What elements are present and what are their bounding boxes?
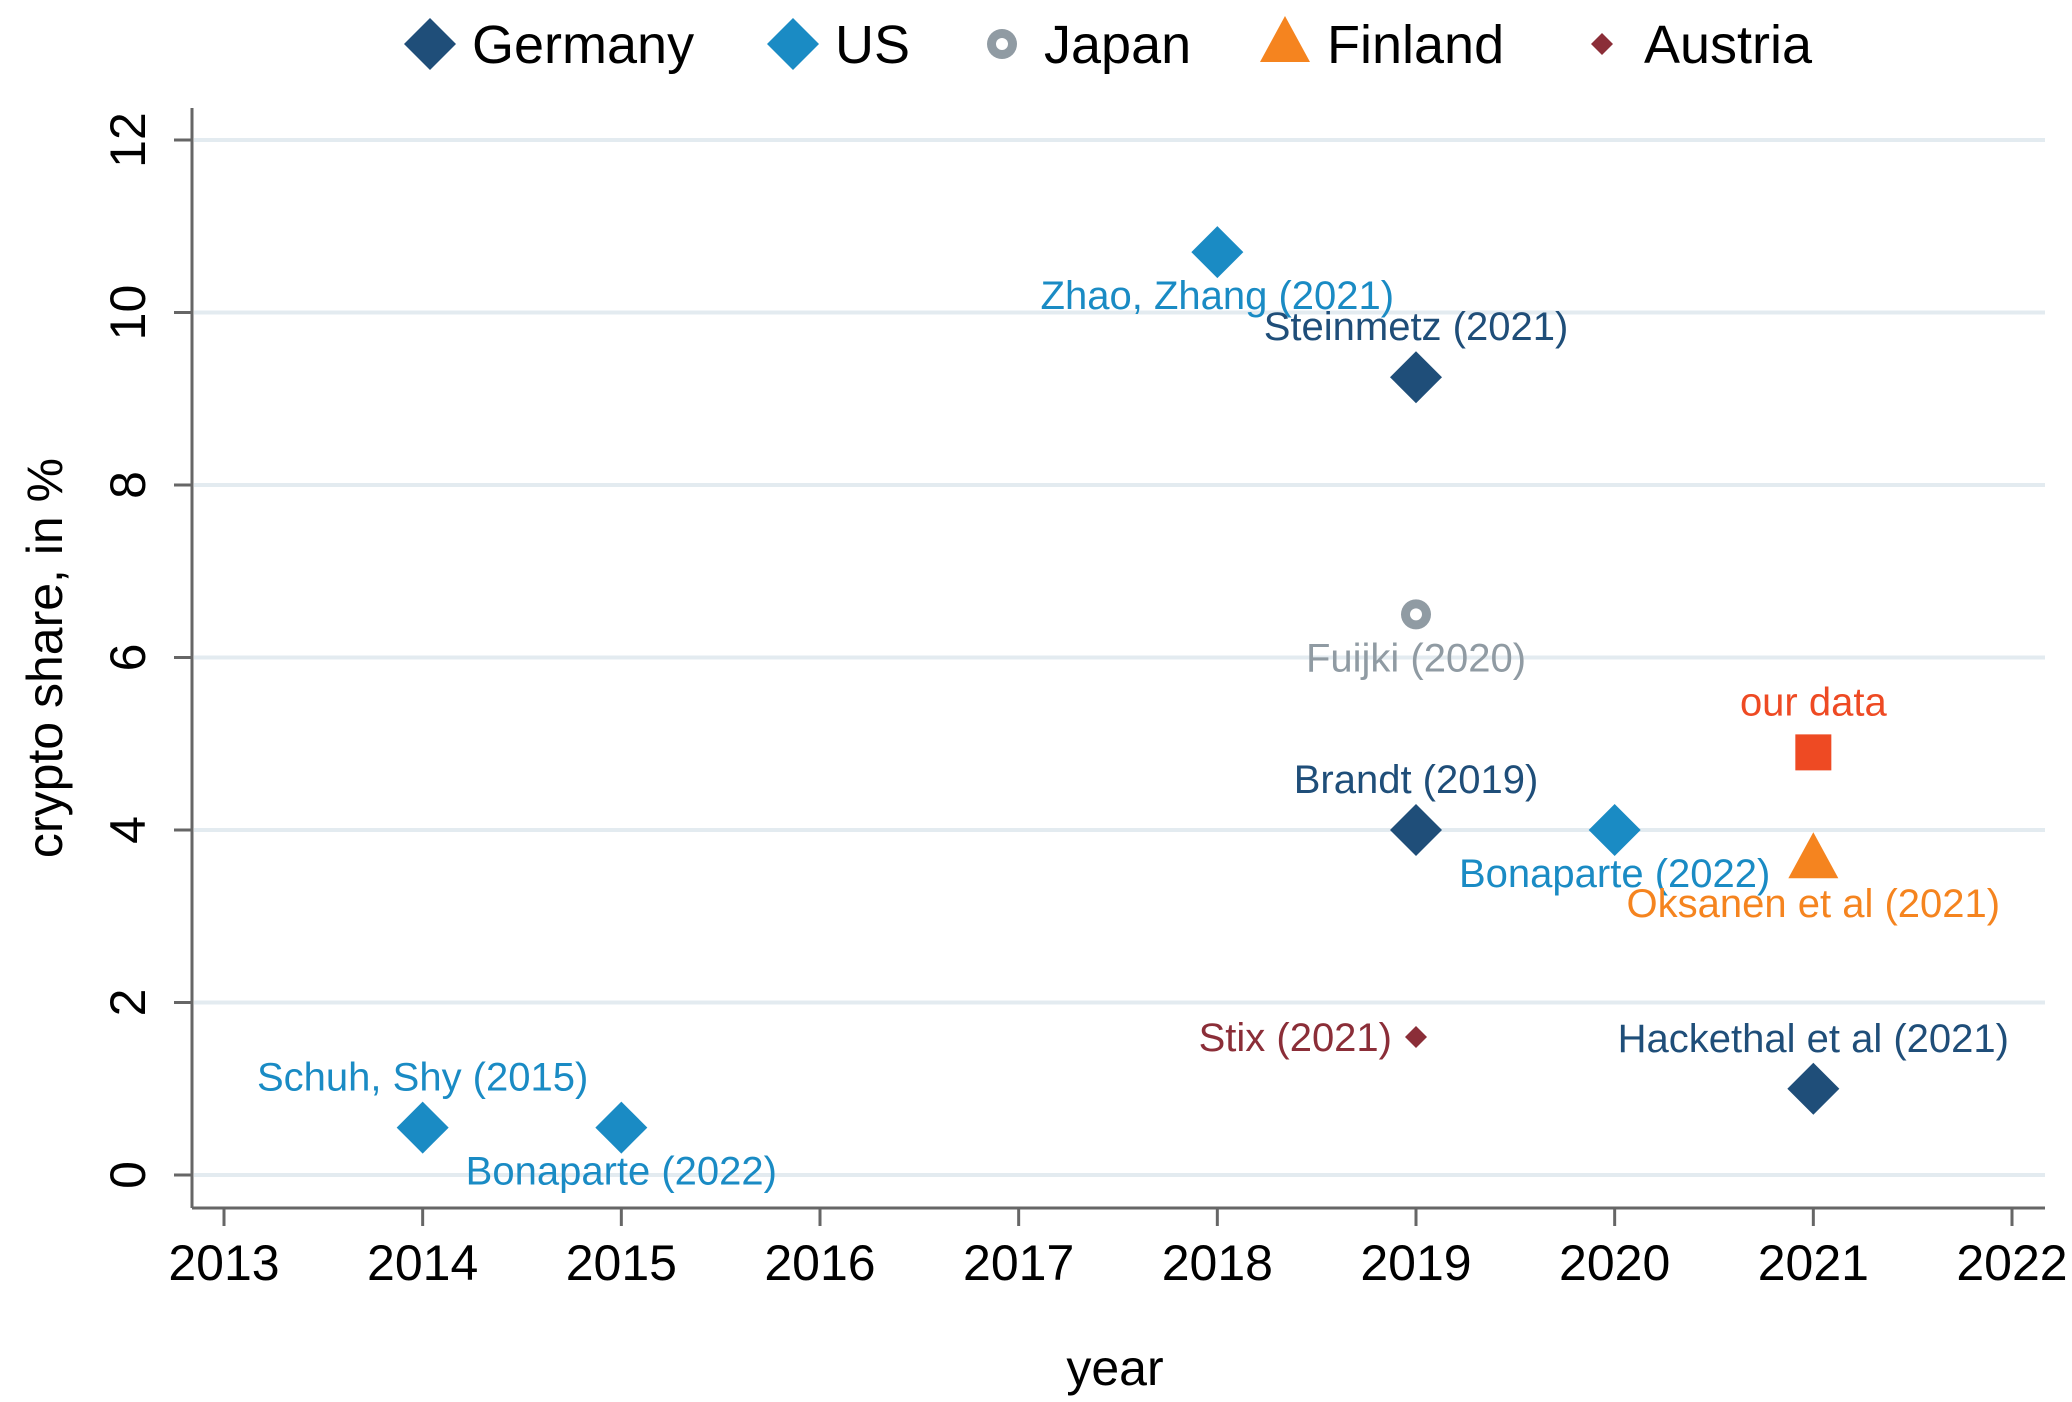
y-tick-label: 8 (100, 471, 156, 499)
data-label: Bonaparte (2022) (466, 1150, 777, 1194)
data-label: Stix (2021) (1199, 1016, 1392, 1060)
legend-label: Germany (472, 15, 694, 75)
x-tick-label: 2021 (1758, 1235, 1869, 1291)
data-point (1405, 1026, 1427, 1048)
legend-label: US (835, 15, 910, 75)
legend-label: Japan (1044, 15, 1191, 75)
legend-label: Finland (1327, 15, 1504, 75)
y-tick-label: 12 (100, 112, 156, 168)
x-tick-label: 2019 (1360, 1235, 1471, 1291)
legend: Germany US Japan Finland Austria (404, 15, 1813, 75)
data-point (1795, 734, 1832, 771)
y-tick-label: 6 (100, 644, 156, 672)
data-label: Steinmetz (2021) (1264, 305, 1569, 349)
data-point (1588, 804, 1641, 856)
x-axis-title: year (1066, 1340, 1163, 1396)
data-label: Fuijki (2020) (1306, 636, 1526, 680)
x-tick-label: 2013 (168, 1235, 279, 1291)
data-label: Brandt (2019) (1294, 758, 1539, 802)
legend-marker (404, 18, 456, 70)
data-point (1390, 351, 1442, 404)
x-tick-label: 2016 (764, 1235, 875, 1291)
legend-marker (767, 18, 819, 70)
legend-item-japan: Japan (987, 15, 1191, 75)
data-point (1787, 1062, 1840, 1115)
x-tick-label: 2014 (367, 1235, 478, 1291)
data-point (1401, 599, 1431, 630)
data-label: Bonaparte (2022) (1459, 852, 1770, 896)
y-axis-title: crypto share, in % (17, 458, 73, 858)
y-tick-label: 10 (100, 285, 156, 341)
data-points (396, 226, 1840, 1154)
data-label: Zhao, Zhang (2021) (1041, 274, 1395, 318)
legend-label: Austria (1644, 15, 1813, 75)
x-tick-label: 2017 (963, 1235, 1074, 1291)
x-tick-label: 2018 (1162, 1235, 1273, 1291)
data-point (396, 1101, 449, 1154)
data-labels: Schuh, Shy (2015) Bonaparte (2022) Zhao, Z… (257, 274, 2009, 1193)
legend-marker (1591, 33, 1613, 55)
y-ticks: 0 2 4 6 8 10 12 (100, 112, 192, 1189)
legend-marker (987, 29, 1017, 59)
x-tick-label: 2020 (1559, 1235, 1670, 1291)
legend-item-us: US (767, 15, 910, 75)
data-label: Schuh, Shy (2015) (257, 1056, 588, 1100)
legend-item-finland: Finland (1260, 15, 1504, 75)
y-tick-label: 2 (100, 989, 156, 1017)
gridlines (194, 138, 2045, 1177)
legend-item-austria: Austria (1591, 15, 1813, 75)
data-point (1390, 804, 1442, 856)
data-point (1788, 832, 1839, 879)
data-point (1191, 226, 1244, 279)
x-tick-label: 2015 (566, 1235, 677, 1291)
legend-item-germany: Germany (404, 15, 694, 75)
x-ticks: 2013 2014 2015 2016 2017 2018 2019 2020 2021 2022 (168, 1208, 2068, 1291)
legend-marker (1260, 16, 1310, 62)
y-tick-label: 0 (100, 1161, 156, 1189)
data-label: Hackethal et al (2021) (1618, 1017, 2009, 1061)
data-label: Oksanen et al (2021) (1627, 882, 2001, 926)
x-tick-label: 2022 (1956, 1235, 2067, 1291)
data-point (595, 1101, 648, 1154)
y-tick-label: 4 (100, 816, 156, 844)
data-label: our data (1740, 680, 1888, 724)
